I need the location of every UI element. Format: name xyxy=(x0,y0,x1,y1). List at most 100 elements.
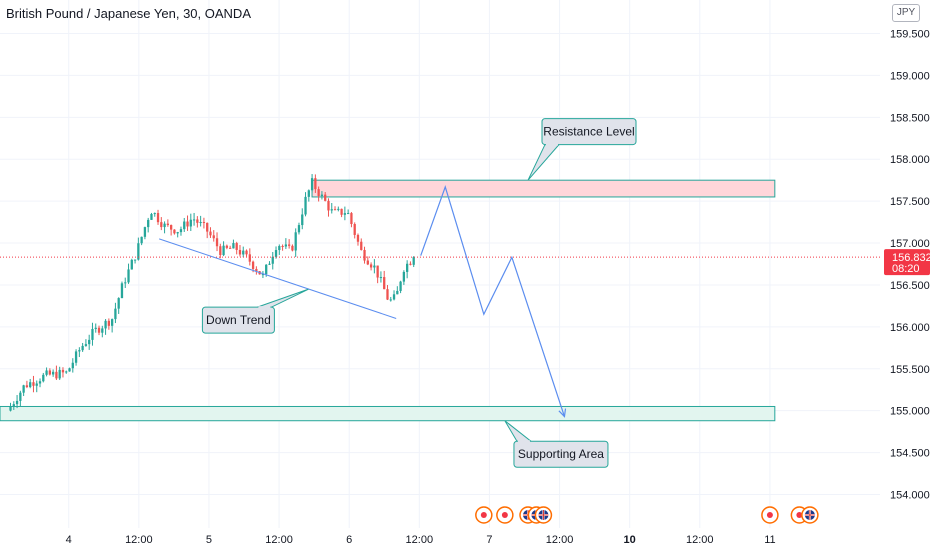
candle-body xyxy=(42,374,45,382)
candle-body xyxy=(153,213,156,215)
candle-body xyxy=(101,328,104,333)
y-tick-label: 159.000 xyxy=(890,70,930,82)
callout-label: Supporting Area xyxy=(518,447,604,461)
candle-body xyxy=(55,371,58,379)
candle-body xyxy=(225,245,229,248)
candle-body xyxy=(130,259,133,270)
y-tick-label: 157.000 xyxy=(890,238,930,250)
price-label-countdown: 08:20 xyxy=(892,263,920,275)
candle-body xyxy=(114,308,117,320)
candle-body xyxy=(333,209,337,211)
candle-body xyxy=(147,219,150,228)
candle-body xyxy=(127,269,130,283)
x-tick-label: 12:00 xyxy=(546,534,574,546)
candle-body xyxy=(353,224,356,235)
candle-body xyxy=(248,254,251,262)
event-markers xyxy=(475,506,819,524)
candle-body xyxy=(383,277,386,290)
candle-body xyxy=(340,208,343,215)
candles xyxy=(9,174,415,412)
candle-body xyxy=(392,294,396,300)
candle-body xyxy=(176,232,179,234)
candle-body xyxy=(406,263,409,272)
callout-label: Resistance Level xyxy=(543,125,634,139)
candle-body xyxy=(117,298,120,309)
candle-body xyxy=(61,369,65,373)
candle-body xyxy=(222,245,225,256)
candle-body xyxy=(74,351,78,363)
candle-body xyxy=(163,223,166,228)
support-callout: Supporting Area xyxy=(504,420,609,468)
currency-button[interactable]: JPY xyxy=(892,4,920,22)
candle-body xyxy=(91,328,94,340)
candle-body xyxy=(81,345,84,351)
resistance-zone xyxy=(311,179,776,198)
candle-body xyxy=(94,327,97,329)
zones xyxy=(0,179,776,422)
candle-body xyxy=(169,225,173,230)
candle-body xyxy=(140,236,143,244)
candle-body xyxy=(32,382,35,386)
candle-body xyxy=(202,222,206,224)
x-tick-label: 10 xyxy=(624,534,636,546)
candle-body xyxy=(268,263,271,265)
candle-body xyxy=(183,221,186,230)
candle-body xyxy=(281,246,284,248)
candle-body xyxy=(356,234,360,242)
candle-body xyxy=(284,244,288,247)
candle-body xyxy=(78,350,81,352)
candle-body xyxy=(287,244,291,246)
candle-body xyxy=(343,213,347,215)
candle-body xyxy=(301,214,304,226)
candle-body xyxy=(189,219,192,227)
event-dot-center xyxy=(796,512,803,518)
candle-body xyxy=(314,178,317,190)
callout-box xyxy=(201,306,275,334)
candle-body xyxy=(97,327,101,333)
candle-body xyxy=(399,281,402,291)
candle-body xyxy=(219,246,222,256)
candle-body xyxy=(294,232,297,251)
candle-body xyxy=(212,235,215,239)
candle-body xyxy=(150,214,153,220)
candle-body xyxy=(173,229,176,234)
candle-body xyxy=(186,221,189,227)
drawings xyxy=(0,184,880,418)
candle-body xyxy=(360,241,363,250)
candle-body xyxy=(379,277,383,279)
candle-body xyxy=(192,219,196,221)
candle-body xyxy=(137,243,140,260)
candle-body xyxy=(29,382,32,388)
candle-body xyxy=(25,385,29,388)
callout-label: Down Trend xyxy=(206,313,271,327)
projection-arrow-head xyxy=(558,408,567,418)
x-tick-label: 11 xyxy=(764,534,775,546)
candle-body xyxy=(271,256,274,264)
candle-body xyxy=(124,282,127,284)
callout-box xyxy=(541,118,637,146)
candle-body xyxy=(346,213,350,215)
candle-body xyxy=(337,208,340,210)
candle-body xyxy=(143,227,147,237)
candle-body xyxy=(166,223,170,226)
candle-body xyxy=(51,371,55,375)
event-dot-center xyxy=(501,512,508,518)
event-dot-center xyxy=(480,512,487,518)
y-tick-label: 158.500 xyxy=(890,112,930,124)
candle-body xyxy=(327,200,330,211)
candle-body xyxy=(228,247,232,249)
candle-body xyxy=(88,339,91,345)
candle-body xyxy=(133,259,137,261)
y-tick-label: 159.500 xyxy=(890,29,930,41)
candle-body xyxy=(196,219,199,223)
price-label-box xyxy=(884,249,930,276)
y-tick-label: 158.000 xyxy=(890,154,930,166)
candle-body xyxy=(330,209,333,211)
candle-body xyxy=(291,245,294,251)
candle-body xyxy=(120,283,124,299)
candle-body xyxy=(209,231,212,236)
y-tick-label: 157.500 xyxy=(890,196,930,208)
candle-body xyxy=(35,383,38,386)
y-tick-label: 154.000 xyxy=(890,489,930,501)
